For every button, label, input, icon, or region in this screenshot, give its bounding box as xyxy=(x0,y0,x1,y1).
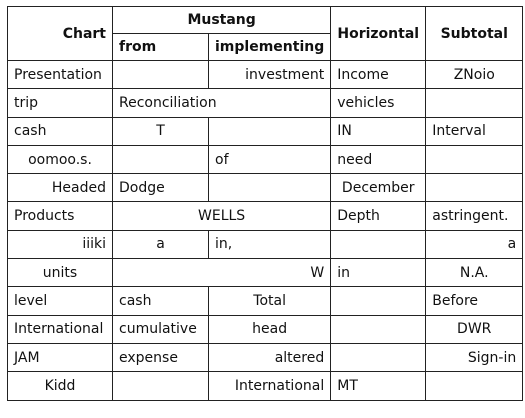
table-cell: Interval xyxy=(425,116,524,146)
table-row: Presentation investment Income ZNoio xyxy=(7,59,524,90)
header-subtotal: Subtotal xyxy=(425,6,524,61)
table-cell: ZNoio xyxy=(425,59,524,90)
subheader-row: from implementing xyxy=(8,33,523,61)
table-cell xyxy=(112,144,209,175)
table-cell: Dodge xyxy=(112,173,209,203)
table-cell: Total xyxy=(207,286,332,316)
table-cell: IN xyxy=(330,116,427,146)
table-cell: cash xyxy=(7,116,113,146)
table-cell: vehicles xyxy=(330,88,427,118)
table-cell: Depth xyxy=(330,201,427,231)
table-cell: N.A. xyxy=(425,258,524,288)
table-cell: Presentation xyxy=(7,59,113,90)
table-cell: head xyxy=(207,314,332,344)
table-cell: T xyxy=(112,116,209,146)
table-cell: altered xyxy=(207,342,332,373)
table-cell xyxy=(112,59,209,90)
table-body: Presentation investment Income ZNoio trip Rec… xyxy=(7,59,524,401)
table-row: Kidd International MT xyxy=(7,371,524,401)
table-cell xyxy=(330,342,427,373)
table-row: Products WELLS Depth astringent. xyxy=(7,201,524,231)
table-cell xyxy=(207,116,332,146)
table-cell: Before xyxy=(425,286,524,316)
table-cell: Sign-in xyxy=(425,342,524,373)
table-cell xyxy=(330,229,427,260)
table-cell: iiiki xyxy=(7,229,113,260)
table-cell: Products xyxy=(7,201,113,231)
table-cell: DWR xyxy=(425,314,524,344)
table-row: JAM expense altered Sign-in xyxy=(7,342,524,373)
table-row: cash T IN Interval xyxy=(7,116,524,146)
table-cell: a xyxy=(112,229,209,260)
table-cell xyxy=(425,144,524,175)
table-cell: cash xyxy=(112,286,209,316)
header-horizontal: Horizontal xyxy=(330,6,427,61)
header-chart: Chart xyxy=(7,6,113,61)
header-mustang: Mustang xyxy=(111,6,332,34)
table-cell: Income xyxy=(330,59,427,90)
table-cell: expense xyxy=(112,342,209,373)
data-table: Chart Mustang Horizontal Subtotal from i… xyxy=(7,6,524,401)
table-cell xyxy=(207,173,332,203)
table-cell: December xyxy=(330,173,427,203)
table-cell: Reconciliation xyxy=(111,88,332,118)
table-cell: MT xyxy=(330,371,427,401)
table-cell: level xyxy=(7,286,113,316)
table-row: iiiki a in, a xyxy=(7,229,524,260)
table-row: level cash Total Before xyxy=(7,286,524,316)
table-cell: units xyxy=(7,258,113,288)
table-cell: astringent. xyxy=(425,201,524,231)
table-cell: in, xyxy=(207,229,332,260)
table-cell xyxy=(425,88,524,118)
table-cell xyxy=(330,314,427,344)
table-cell: trip xyxy=(7,88,113,118)
table-cell: cumulative xyxy=(112,314,209,344)
table-cell xyxy=(425,173,524,203)
table-cell: oomoo.s. xyxy=(7,144,113,175)
header-row: Chart Mustang Horizontal Subtotal xyxy=(7,6,524,61)
table-cell: investment xyxy=(207,59,332,90)
table-row: oomoo.s. of need xyxy=(7,144,524,175)
table-cell: Kidd xyxy=(7,371,113,401)
table-cell xyxy=(112,371,209,401)
table-cell: Headed xyxy=(7,173,113,203)
header-from: from xyxy=(112,33,209,61)
table-cell xyxy=(330,286,427,316)
table-cell: a xyxy=(425,229,524,260)
table-cell: W xyxy=(111,258,332,288)
table-cell: in xyxy=(330,258,427,288)
table-cell xyxy=(425,371,524,401)
table-row: trip Reconciliation vehicles xyxy=(7,88,524,118)
table-cell: International xyxy=(207,371,332,401)
table-row: International cumulative head DWR xyxy=(7,314,524,344)
table-cell: International xyxy=(7,314,113,344)
table-cell: of xyxy=(207,144,332,175)
table-cell: need xyxy=(330,144,427,175)
table-row: Headed Dodge December xyxy=(7,173,524,203)
table-cell: WELLS xyxy=(111,201,332,231)
table-cell: JAM xyxy=(7,342,113,373)
header-implementing: implementing xyxy=(207,33,332,61)
table-header: Chart Mustang Horizontal Subtotal from i… xyxy=(7,6,524,61)
